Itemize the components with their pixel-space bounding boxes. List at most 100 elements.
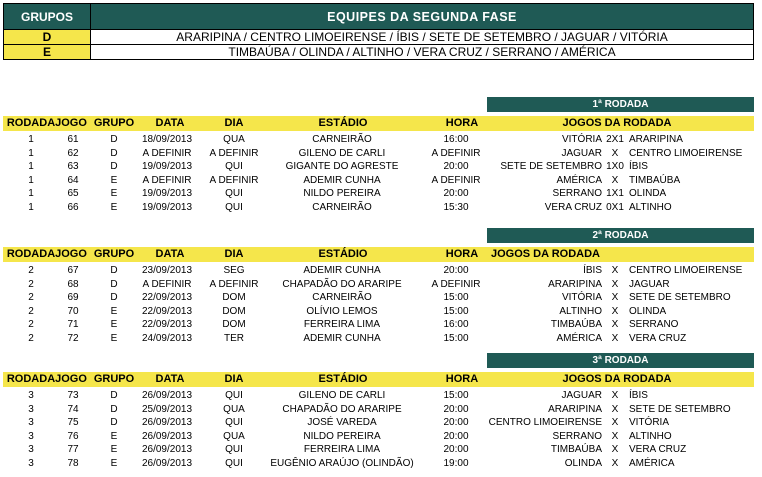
match-estadio: EUGÊNIO ARAÚJO (OLINDÃO) <box>270 457 414 469</box>
match-rodada: 2 <box>28 278 34 290</box>
match-rodada: 3 <box>28 390 34 401</box>
column-header: ESTÁDIO <box>318 117 368 129</box>
group-row-e: E TIMBAÚBA / OLINDA / ALTINHO / VERA CRU… <box>3 44 754 60</box>
round-title-banner: 2ª RODADA <box>487 228 754 243</box>
match-grupo: E <box>110 188 118 199</box>
match-hora: A DEFINIR <box>431 278 481 290</box>
match-row: 1 66 E 19/09/2013 QUI CARNEIRÃO 15:30 VERA CRUZ… <box>3 201 754 215</box>
match-rodada: 2 <box>28 305 34 317</box>
match-score: X <box>611 444 619 455</box>
match-row: 1 62 D A DEFINIR A DEFINIR GILENO DE CARLI A D… <box>3 147 754 161</box>
match-data: 26/09/2013 <box>141 430 193 442</box>
match-home: JAGUAR <box>561 147 602 159</box>
match-jogo: 62 <box>67 147 79 159</box>
match-home: SETE DE SETEMBRO <box>500 161 602 172</box>
match-jogo: 67 <box>67 265 79 276</box>
match-score: X <box>611 147 619 159</box>
match-score: X <box>611 319 619 330</box>
column-header: DIA <box>224 117 244 129</box>
match-hora: 15:00 <box>443 305 469 317</box>
column-header: ESTÁDIO <box>318 373 368 385</box>
match-data: 25/09/2013 <box>141 403 193 415</box>
round-title-banner: 3ª RODADA <box>487 353 754 368</box>
column-header: DATA <box>155 373 185 385</box>
match-away: SETE DE SETEMBRO <box>629 292 731 303</box>
match-dia: QUA <box>223 134 245 145</box>
match-row: 2 70 E 22/09/2013 DOM OLÍVIO LEMOS 15:00 ALTINH… <box>3 305 754 319</box>
match-hora: 15:30 <box>443 201 469 213</box>
match-row: 3 78 E 26/09/2013 QUI EUGÊNIO ARAÚJO (OLINDÃO… <box>3 457 754 471</box>
match-dia: SEG <box>223 265 245 276</box>
match-estadio: GIGANTE DO AGRESTE <box>285 161 399 172</box>
match-rodada: 2 <box>28 319 34 330</box>
match-home: VITÓRIA <box>561 134 602 145</box>
match-jogo: 75 <box>67 417 79 428</box>
match-rodada: 1 <box>28 174 34 186</box>
round-title-banner: 1ª RODADA <box>487 97 754 112</box>
match-data: 18/09/2013 <box>141 134 193 145</box>
match-jogo: 61 <box>67 134 79 145</box>
match-dia: QUI <box>225 457 243 469</box>
match-row: 3 74 D 25/09/2013 QUA CHAPADÃO DO ARARIPE 20:0… <box>3 403 754 417</box>
match-hora: A DEFINIR <box>431 147 481 159</box>
match-row: 3 77 E 26/09/2013 QUI FERREIRA LIMA 20:00 TIMBA… <box>3 443 754 457</box>
match-jogo: 73 <box>67 390 79 401</box>
match-jogo: 69 <box>67 292 79 303</box>
column-header: GRUPO <box>93 117 135 129</box>
match-dia: QUI <box>225 444 243 455</box>
groups-table: GRUPOS EQUIPES DA SEGUNDA FASE D ARARIPI… <box>3 3 754 60</box>
match-data: 26/09/2013 <box>141 457 193 469</box>
group-name: E <box>3 44 91 60</box>
group-teams: TIMBAÚBA / OLINDA / ALTINHO / VERA CRUZ … <box>90 44 754 60</box>
match-score: X <box>611 292 619 303</box>
match-dia: A DEFINIR <box>209 147 259 159</box>
match-home: AMÉRICA <box>556 174 602 186</box>
match-rodada: 1 <box>28 201 34 213</box>
match-estadio: ADEMIR CUNHA <box>303 332 381 344</box>
match-grupo: E <box>110 457 118 469</box>
match-jogo: 78 <box>67 457 79 469</box>
match-home: ÍBIS <box>583 265 602 276</box>
match-dia: QUI <box>225 417 243 428</box>
match-hora: 20:00 <box>443 188 469 199</box>
match-grupo: E <box>110 305 118 317</box>
match-data: 22/09/2013 <box>141 319 193 330</box>
match-data: 19/09/2013 <box>141 188 193 199</box>
match-rodada: 2 <box>28 332 34 344</box>
match-grupo: D <box>110 390 118 401</box>
match-home: TIMBAÚBA <box>550 319 602 330</box>
match-jogo: 68 <box>67 278 79 290</box>
match-jogo: 71 <box>67 319 79 330</box>
match-hora: 16:00 <box>443 319 469 330</box>
match-hora: 16:00 <box>443 134 469 145</box>
match-away: ALTINHO <box>629 201 672 213</box>
column-header: DATA <box>155 117 185 129</box>
match-jogo: 76 <box>67 430 79 442</box>
match-row: 2 67 D 23/09/2013 SEG ADEMIR CUNHA 20:00 ÍBIS X C… <box>3 264 754 278</box>
match-grupo: E <box>110 444 118 455</box>
match-home: ALTINHO <box>559 305 602 317</box>
column-header: DIA <box>224 248 244 260</box>
match-away: VERA CRUZ <box>629 444 687 455</box>
match-score: 2X1 <box>606 134 624 145</box>
column-header: HORA <box>445 117 479 129</box>
column-header: DATA <box>155 248 185 260</box>
match-rodada: 3 <box>28 417 34 428</box>
match-estadio: CARNEIRÃO <box>312 292 372 303</box>
match-dia: QUI <box>225 188 243 199</box>
match-jogo: 63 <box>67 161 79 172</box>
match-data: A DEFINIR <box>142 147 192 159</box>
match-row: 1 65 E 19/09/2013 QUI NILDO PEREIRA 20:00 SERRA… <box>3 187 754 201</box>
match-score: X <box>611 457 619 469</box>
match-row: 3 75 D 26/09/2013 QUI JOSÉ VAREDA 20:00 CENTRO … <box>3 416 754 430</box>
match-rodada: 3 <box>28 430 34 442</box>
match-rodada: 1 <box>28 188 34 199</box>
match-grupo: D <box>110 278 118 290</box>
match-estadio: GILENO DE CARLI <box>298 147 386 159</box>
match-grupo: E <box>110 430 118 442</box>
match-dia: TER <box>224 332 244 344</box>
match-score: X <box>611 332 619 344</box>
match-data: 26/09/2013 <box>141 390 193 401</box>
match-home: ARARIPINA <box>548 278 602 290</box>
schedule-header-row: RODADA JOGO GRUPO DATA DIA ESTÁDIO HORA JOGOS D… <box>3 372 754 387</box>
